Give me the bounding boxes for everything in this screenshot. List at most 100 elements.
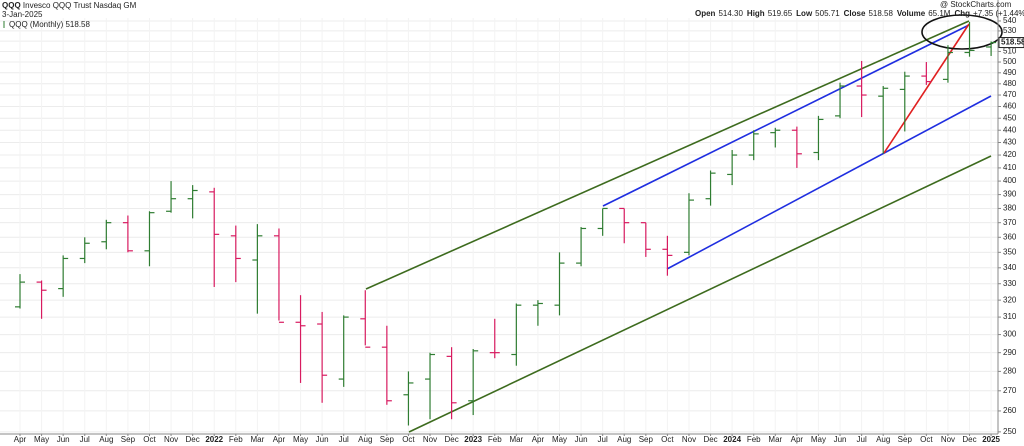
x-tick-label: Jul (339, 435, 349, 444)
ohlc-bar (166, 181, 177, 213)
ohlc-bar (899, 71, 910, 132)
stat-value: 65.1M (928, 9, 951, 18)
x-tick-label: 2022 (205, 435, 223, 444)
x-tick-label: Apr (791, 435, 804, 444)
stat-label: Close (844, 9, 866, 18)
trend-lines (365, 14, 1003, 433)
x-tick-label: Apr (532, 435, 545, 444)
y-tick-label: 420 (1003, 150, 1017, 159)
stat-label: Volume (897, 9, 926, 18)
bars (15, 21, 997, 426)
x-tick-label: May (811, 435, 826, 444)
x-tick-label: Jul (857, 435, 867, 444)
legend-last: 518.58 (65, 20, 90, 29)
stat-value: 514.30 (718, 9, 743, 18)
ohlc-bar (532, 300, 543, 326)
y-tick-label: 250 (1003, 427, 1017, 436)
stat-value: 518.58 (868, 9, 893, 18)
x-tick-label: Oct (661, 435, 674, 444)
ohlc-bar (986, 41, 997, 56)
trend-line (883, 23, 970, 154)
ohlc-bar (446, 347, 457, 420)
ohlc-bar (856, 60, 867, 118)
last-price-box (998, 37, 1024, 49)
x-tick-label: Dec (186, 435, 200, 444)
ohlc-bar (122, 215, 133, 253)
stats: Open 514.30 High 519.65 Low 505.71 Close 518.58… (695, 9, 1024, 18)
trend-line (365, 20, 970, 290)
legend-label: QQQ (Monthly) 518.58 (9, 20, 90, 29)
stat-value: 519.65 (768, 9, 793, 18)
ohlc-bar (36, 280, 47, 319)
ohlc-bar (597, 207, 608, 236)
y-tick-label: 480 (1003, 79, 1017, 88)
y-tick-label: 460 (1003, 102, 1017, 111)
ohlc-bar (770, 127, 781, 148)
x-tick-label: 2023 (464, 435, 482, 444)
x-tick-label: Jul (598, 435, 608, 444)
ohlc-bar (317, 311, 328, 403)
x-tick-label: Oct (143, 435, 156, 444)
ohlc-bar (295, 295, 306, 383)
stat-label: Chg (954, 9, 970, 18)
x-tick-label: Apr (14, 435, 27, 444)
y-tick-label: 270 (1003, 386, 1017, 395)
y-tick-label: 540 (1003, 16, 1017, 25)
x-tick-label: Dec (703, 435, 717, 444)
ohlc-bar (187, 185, 198, 219)
x-tick-label: Jul (80, 435, 90, 444)
trend-line (408, 155, 992, 433)
x-tick-label: Sep (121, 435, 136, 444)
x-tick-label: Aug (876, 435, 890, 444)
ohlc-bar (554, 252, 565, 316)
ohlc-bar (813, 115, 824, 161)
symbol-name: Invesco QQQ Trust Nasdaq GM (23, 1, 137, 10)
ohlc-bar (942, 45, 953, 83)
trend-line (602, 24, 970, 207)
ohlc-bar (576, 227, 587, 267)
y-tick-label: 450 (1003, 113, 1017, 122)
x-tick-label: Sep (639, 435, 654, 444)
stat-value: 505.71 (815, 9, 840, 18)
grid (0, 18, 998, 434)
x-tick-label: Feb (488, 435, 502, 444)
x-tick-label: Feb (229, 435, 243, 444)
x-tick-label: Dec (962, 435, 976, 444)
x-tick-label: Apr (273, 435, 286, 444)
symbol: QQQ Invesco QQQ Trust Nasdaq GM (2, 1, 137, 10)
x-tick-label: Aug (358, 435, 372, 444)
y-tick-label: 530 (1003, 26, 1017, 35)
ohlc-bar (878, 86, 889, 154)
ohlc-bar (425, 352, 436, 420)
y-tick-label: 320 (1003, 295, 1017, 304)
x-tick-label: May (34, 435, 49, 444)
date: 3-Jan-2025 (2, 10, 43, 19)
y-tick-label: 440 (1003, 125, 1017, 134)
ohlc-bar (381, 325, 392, 405)
ohlc-bar (662, 235, 673, 276)
ohlc-bar (230, 225, 241, 283)
legend: QQQ (Monthly) 518.58 (3, 20, 90, 29)
ohlc-bar (727, 149, 738, 186)
ohlc-bar (921, 62, 932, 85)
y-tick-label: 310 (1003, 312, 1017, 321)
ohlc-bar (209, 187, 220, 287)
y-tick-label: 490 (1003, 68, 1017, 77)
y-tick-label: 400 (1003, 176, 1017, 185)
x-tick-label: Nov (164, 435, 178, 444)
x-tick-label: Jun (57, 435, 70, 444)
legend-series: QQQ (Monthly) (9, 20, 64, 29)
x-tick-label: Jun (316, 435, 329, 444)
x-tick-label: Sep (898, 435, 913, 444)
y-tick-label: 510 (1003, 47, 1017, 56)
x-tick-label: 2024 (723, 435, 741, 444)
y-tick-label: 500 (1003, 57, 1017, 66)
y-tick-label: 280 (1003, 367, 1017, 376)
ohlc-bar (705, 170, 716, 206)
ohlc-bar (468, 349, 479, 416)
x-tick-label: Feb (747, 435, 761, 444)
ohlc-bar (15, 274, 25, 309)
ohlc-bar (360, 290, 371, 348)
highlight-ellipse (921, 14, 1003, 50)
